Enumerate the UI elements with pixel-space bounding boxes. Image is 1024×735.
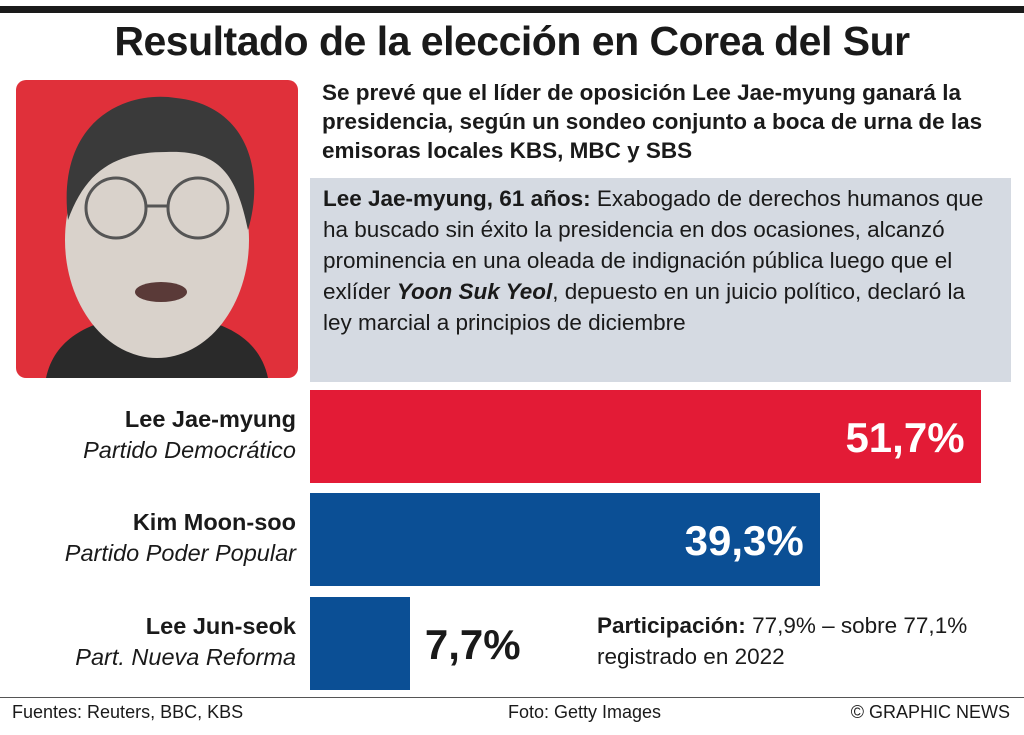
top-rule	[0, 6, 1024, 13]
candidate-name: Lee Jae-myung	[124, 406, 296, 432]
bio-text: Exabogado de derechos humanos que ha bus…	[323, 186, 984, 304]
party-name: Partido Democrático	[83, 437, 296, 463]
credit: © GRAPHIC NEWS	[850, 702, 1010, 722]
bio-box: Lee Jae-myung, 61 años: Exabogado de der…	[310, 178, 1011, 382]
turnout-note: Participación: 77,9% – sobre 77,1% regis…	[597, 610, 1017, 672]
bar	[310, 390, 981, 483]
chart-title: Resultado de la elección en Corea del Su…	[114, 18, 910, 64]
bio-highlight: Yoon Suk Yeol	[396, 279, 553, 304]
turnout-text: 77,9% – sobre 77,1% registrado en 2022	[597, 613, 968, 669]
turnout-label: Participación:	[597, 613, 746, 638]
candidate-name: Lee Jun-seok	[145, 613, 296, 639]
candidate-name: Kim Moon-soo	[132, 509, 296, 535]
value-label: 51,7%	[845, 414, 965, 461]
portrait	[16, 80, 298, 378]
value-label: 7,7%	[424, 621, 521, 668]
party-name: Partido Poder Popular	[64, 540, 296, 566]
subtitle: Se prevé que el líder de oposición Lee J…	[322, 80, 983, 163]
bio-text: , depuesto en un juicio político, declar…	[323, 279, 966, 335]
party-name: Part. Nueva Reforma	[75, 644, 296, 670]
bio-name: Lee Jae-myung, 61 años:	[323, 186, 591, 211]
bar	[310, 597, 410, 690]
photo-credit: Foto: Getty Images	[508, 702, 662, 722]
bar	[310, 493, 820, 586]
sources: Fuentes: Reuters, BBC, KBS	[12, 702, 244, 722]
photo	[16, 80, 298, 378]
footer-rule	[0, 697, 1024, 698]
value-label: 39,3%	[684, 517, 804, 564]
